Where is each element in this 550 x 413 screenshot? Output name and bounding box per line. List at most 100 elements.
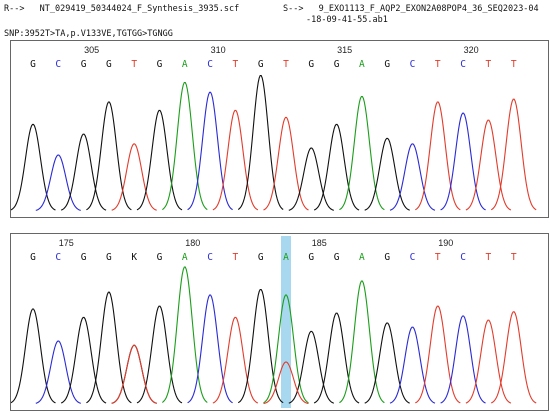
sample-base-call: G [384, 252, 390, 263]
reference-position-label: 310 [211, 45, 226, 55]
reference-peak-a [161, 81, 208, 211]
reference-base-call: T [233, 59, 239, 70]
sample-chromatogram-panel[interactable]: G C G G K G A C T G A G G A G C T C T T 175 180 185 190 [10, 233, 549, 411]
reference-base-call: G [106, 59, 112, 70]
reference-peak-t [465, 119, 512, 211]
sample-base-call: G [81, 252, 87, 263]
reference-peak-g [136, 109, 183, 211]
reference-peak-t [415, 101, 461, 211]
sample-peak-c [440, 315, 486, 404]
reference-position-label: 320 [464, 45, 479, 55]
sample-base-call: C [55, 252, 61, 263]
sample-base-call: G [258, 252, 264, 263]
reference-base-call: G [81, 59, 87, 70]
reference-file-label: R--> NT_029419_50344024_F_Synthesis_3935… [4, 4, 239, 14]
reference-file-name: NT_029419_50344024_F_Synthesis_3935.scf [39, 4, 240, 14]
sample-base-call: T [511, 252, 517, 263]
sample-position-label: 180 [185, 238, 200, 248]
sample-base-call: K [131, 252, 137, 263]
reference-base-call: T [511, 59, 517, 70]
sample-snp-highlight [281, 236, 291, 408]
sample-base-call: C [207, 252, 213, 263]
reference-position-label: 315 [337, 45, 352, 55]
sample-base-call: G [334, 252, 340, 263]
sample-position-label: 185 [312, 238, 327, 248]
reference-base-call: C [207, 59, 213, 70]
sample-peak-g [60, 316, 107, 404]
reference-peak-g [364, 137, 410, 211]
sample-file-name: 9_EXO1113_F_AQP2_EXON2A08POP4_36_SEQ2023… [318, 4, 539, 14]
reference-peak-g [86, 101, 132, 211]
sample-peak-c [187, 294, 233, 404]
sample-peak-t [415, 305, 461, 404]
sample-peak-g [313, 312, 360, 404]
sample-position-label: 190 [438, 238, 453, 248]
snp-annotation: SNP:3952T>TA,p.V133VE,TGTGG>TGNGG [4, 29, 173, 39]
sample-base-call: C [460, 252, 466, 263]
sample-peak-t [490, 311, 537, 404]
reference-peak-g [237, 74, 284, 210]
reference-peak-g [313, 123, 360, 211]
reference-base-call: T [283, 59, 289, 70]
reference-peak-g [288, 147, 334, 211]
sample-peak-c [35, 340, 81, 404]
sample-peak-g [86, 291, 132, 404]
sample-peak-t [465, 319, 512, 404]
reference-peak-a [339, 95, 385, 211]
sample-file-name-cont: -18-09-41-55.ab1 [306, 15, 388, 25]
sample-base-call: A [182, 252, 188, 263]
sample-file-label: S--> 9_EXO1113_F_AQP2_EXON2A08POP4_36_SE… [283, 4, 539, 14]
sample-peak-a [161, 266, 208, 403]
sample-base-call: G [106, 252, 112, 263]
sample-base-call: G [30, 252, 36, 263]
reference-peak-t [263, 116, 309, 211]
reference-peak-c [35, 154, 81, 211]
sample-peak-t [212, 316, 259, 404]
sample-base-call: A [359, 252, 365, 263]
sample-base-call: G [157, 252, 163, 263]
sample-chromatogram: G C G G K G A C T G A G G A G C T C T T 175 180 185 190 [11, 236, 537, 408]
reference-base-call: G [258, 59, 264, 70]
sample-base-call: G [308, 252, 314, 263]
reference-peak-c [187, 91, 233, 211]
reference-peak-t [490, 98, 537, 211]
reference-base-call: T [486, 59, 492, 70]
sample-peak-c [389, 326, 436, 404]
sample-position-label: 175 [59, 238, 74, 248]
reference-peak-t [212, 109, 259, 211]
reference-prefix: R--> [4, 4, 25, 14]
reference-base-call: G [30, 59, 36, 70]
sample-base-call: A [283, 252, 289, 263]
reference-base-call: G [334, 59, 340, 70]
sample-prefix: S--> [283, 4, 304, 14]
reference-peak-g [11, 123, 56, 211]
sample-base-call: T [486, 252, 492, 263]
sample-base-call: C [410, 252, 416, 263]
sample-peak-t [111, 344, 157, 404]
reference-base-call: C [55, 59, 61, 70]
reference-base-call: C [410, 59, 416, 70]
reference-peak-c [389, 143, 436, 211]
sample-peak-g [288, 330, 335, 404]
reference-peak-t [111, 143, 157, 211]
sample-peak-t [263, 361, 309, 405]
reference-base-call: T [435, 59, 441, 70]
sample-base-call: T [233, 252, 239, 263]
reference-peak-c [440, 112, 486, 211]
reference-peak-g [60, 133, 107, 211]
sample-peak-g [364, 322, 410, 404]
sample-peak-g [11, 308, 56, 404]
reference-chromatogram-panel[interactable]: G C G G T G A C T G T G G A G C T C T T 305 310 315 320 [10, 40, 549, 218]
reference-base-call: G [308, 59, 314, 70]
reference-base-call: C [460, 59, 466, 70]
sample-peak-a [263, 294, 309, 404]
sample-peak-a [339, 280, 385, 404]
reference-position-label: 305 [84, 45, 99, 55]
reference-base-call: G [157, 59, 163, 70]
reference-base-call: G [384, 59, 390, 70]
reference-base-call: T [131, 59, 137, 70]
reference-chromatogram: G C G G T G A C T G T G G A G C T C T T 305 310 315 320 [11, 45, 537, 211]
reference-base-call: A [182, 59, 188, 70]
sample-base-call: T [435, 252, 441, 263]
sample-peak-g [136, 305, 183, 404]
